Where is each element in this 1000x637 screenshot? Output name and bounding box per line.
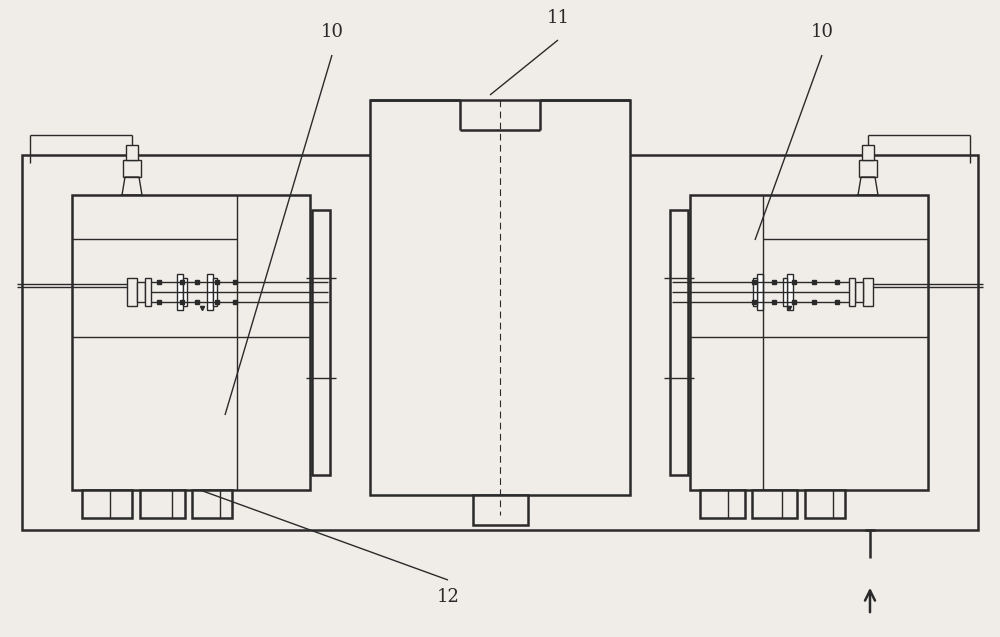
- Text: 10: 10: [810, 23, 833, 41]
- Bar: [126, 145, 138, 160]
- Bar: [72, 195, 310, 490]
- Bar: [370, 100, 630, 495]
- Bar: [670, 210, 688, 475]
- Bar: [473, 495, 528, 525]
- Bar: [757, 273, 763, 310]
- Bar: [177, 273, 183, 310]
- Text: 12: 12: [437, 588, 459, 606]
- Bar: [787, 273, 793, 310]
- Bar: [183, 278, 187, 306]
- Bar: [145, 278, 151, 306]
- Bar: [690, 195, 928, 490]
- Bar: [137, 282, 145, 301]
- Text: 10: 10: [321, 23, 344, 41]
- Bar: [862, 145, 874, 160]
- Bar: [207, 273, 213, 310]
- Bar: [140, 490, 185, 518]
- Bar: [127, 278, 137, 306]
- Bar: [700, 490, 745, 518]
- Bar: [312, 210, 330, 475]
- Bar: [849, 278, 855, 306]
- Bar: [123, 160, 141, 177]
- Text: 11: 11: [546, 9, 570, 27]
- Bar: [805, 490, 845, 518]
- Bar: [855, 282, 863, 301]
- Bar: [753, 278, 757, 306]
- Bar: [82, 490, 132, 518]
- Bar: [192, 490, 232, 518]
- Bar: [752, 490, 797, 518]
- Bar: [213, 278, 217, 306]
- Bar: [859, 160, 877, 177]
- Bar: [863, 278, 873, 306]
- Bar: [783, 278, 787, 306]
- Bar: [22, 155, 978, 530]
